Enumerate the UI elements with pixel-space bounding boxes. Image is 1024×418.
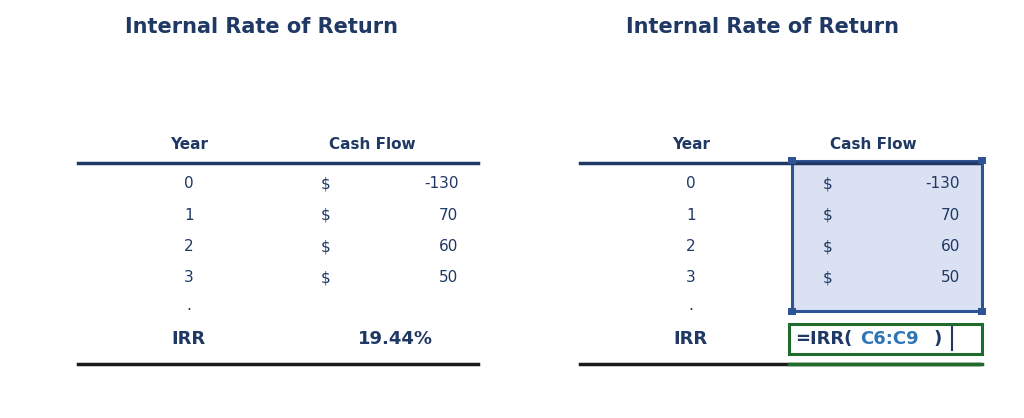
Text: .: . <box>186 298 191 313</box>
Text: Year: Year <box>672 137 710 152</box>
Text: 70: 70 <box>439 208 459 223</box>
Text: Cash Flow: Cash Flow <box>830 137 916 152</box>
Text: $: $ <box>322 239 331 254</box>
Text: -130: -130 <box>926 176 961 191</box>
Text: $: $ <box>322 208 331 223</box>
Text: Internal Rate of Return: Internal Rate of Return <box>125 17 397 37</box>
FancyBboxPatch shape <box>978 157 986 164</box>
Text: 2: 2 <box>686 239 695 254</box>
Text: $: $ <box>322 270 331 285</box>
Text: $: $ <box>823 176 833 191</box>
Text: 60: 60 <box>439 239 459 254</box>
Text: ): ) <box>934 329 942 348</box>
FancyBboxPatch shape <box>787 157 796 164</box>
Text: 0: 0 <box>184 176 194 191</box>
Text: $: $ <box>823 239 833 254</box>
FancyBboxPatch shape <box>792 161 982 311</box>
Text: 19.44%: 19.44% <box>358 329 433 348</box>
Text: 70: 70 <box>941 208 961 223</box>
Text: 0: 0 <box>686 176 695 191</box>
Text: $: $ <box>823 270 833 285</box>
Text: Cash Flow: Cash Flow <box>329 137 415 152</box>
Text: IRR: IRR <box>674 329 708 348</box>
Text: 3: 3 <box>686 270 695 285</box>
Text: .: . <box>688 298 693 313</box>
Text: $: $ <box>322 176 331 191</box>
Text: 50: 50 <box>941 270 961 285</box>
Text: 2: 2 <box>184 239 194 254</box>
Text: 1: 1 <box>686 208 695 223</box>
Text: 3: 3 <box>184 270 194 285</box>
FancyBboxPatch shape <box>787 308 796 315</box>
Text: 1: 1 <box>184 208 194 223</box>
Text: IRR: IRR <box>172 329 206 348</box>
Text: =IRR(: =IRR( <box>795 329 853 348</box>
Text: -130: -130 <box>424 176 459 191</box>
Text: $: $ <box>823 208 833 223</box>
Text: Year: Year <box>170 137 208 152</box>
Text: C6:C9: C6:C9 <box>860 329 919 348</box>
Text: Internal Rate of Return: Internal Rate of Return <box>627 17 899 37</box>
FancyBboxPatch shape <box>790 324 982 354</box>
Text: 60: 60 <box>941 239 961 254</box>
FancyBboxPatch shape <box>978 308 986 315</box>
Text: 50: 50 <box>439 270 459 285</box>
